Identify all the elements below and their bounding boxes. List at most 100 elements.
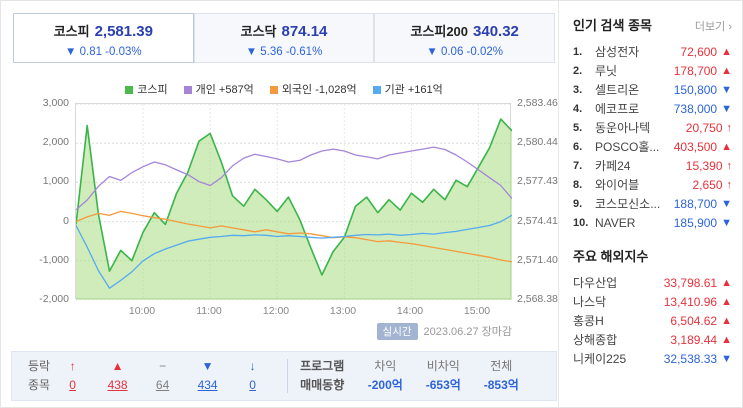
index-tabs: 코스피 2,581.39 ▼ 0.81 -0.03% 코스닥 874.14 ▼ 5.… [13,13,556,63]
stock-name-link[interactable]: POSCO홀... [595,140,660,154]
limit-down-count-link[interactable]: 0 [249,378,256,392]
popular-stock-row[interactable]: 6. POSCO홀... 403,500 ▲ [573,137,732,156]
change-arrow-icon: ▲ [721,314,732,327]
overseas-indices-list: 다우산업 33,798.61 ▲ 나스닥 13,410.96 ▲ 홍콩H 6,5… [573,273,732,368]
stock-price: 188,700 [673,196,718,211]
index-name-link[interactable]: 나스닥 [573,295,607,309]
total-header: 전체 [490,359,513,373]
legend-value: -1,028억 [315,84,357,96]
stock-price: 738,000 [673,101,718,116]
index-name: 코스닥 [240,24,277,39]
index-change: ▼ 5.36 -0.61% [245,46,323,58]
index-change: ▼ 0.81 -0.03% [65,46,142,58]
time-axis-tick: 12:00 [262,305,290,317]
left-axis-tick: -2,000 [39,293,69,305]
popular-stocks-header: 인기 검색 종목 더보기 › [573,15,732,34]
stock-price: 15,390 [685,158,723,173]
unchanged-column: − 64 [140,357,185,395]
arbitrage-header: 차익 [374,359,397,373]
declining-count-link[interactable]: 434 [197,378,218,392]
left-axis-tick: 0 [63,215,69,227]
rank-label: 5. [573,121,583,134]
advancing-count-link[interactable]: 438 [107,378,128,392]
stock-name-link[interactable]: NAVER [595,215,636,230]
individual-series-swatch-icon [183,86,192,94]
stock-name-link[interactable]: 코스모신소... [595,197,661,211]
intraday-chart-svg [76,104,512,300]
popular-stock-row[interactable]: 4. 에코프로 738,000 ▼ [573,99,732,118]
index-name-link[interactable]: 상해종합 [573,333,618,347]
change-arrow-icon: ↑ [726,178,733,191]
popular-stock-row[interactable]: 7. 카페24 15,390 ↑ [573,156,732,175]
stock-name-link[interactable]: 에코프로 [595,102,640,116]
stock-name-link[interactable]: 셀트리온 [595,83,640,97]
legend-label: 외국인 [281,84,313,96]
program-label-line1: 프로그램 [300,359,345,373]
popular-stock-row[interactable]: 1. 삼성전자 72,600 ▲ [573,42,732,61]
tab-title: 코스피 2,581.39 [53,23,153,40]
popular-stock-row[interactable]: 3. 셀트리온 150,800 ▼ [573,80,732,99]
change-arrow-icon: ▼ [721,83,732,96]
unchanged-count-link[interactable]: 64 [155,378,170,392]
stock-price: 150,800 [673,82,718,97]
index-value: 33,798.61 [663,275,718,290]
legend-label: 개인 [195,84,216,96]
program-total-column: 전체 -853억 [472,357,530,395]
updown-label: 등락 [28,359,51,373]
right-axis-tick: 2,568.38 [517,293,558,305]
right-axis-tick: 2,571.40 [517,254,558,266]
tab-kospi200[interactable]: 코스피200 340.32 ▼ 0.06 -0.02% [374,13,556,63]
total-value: -853억 [483,378,519,392]
index-name-link[interactable]: 다우산업 [573,276,618,290]
index-change: ▼ 0.06 -0.02% [426,46,503,58]
right-axis-tick: 2,574.41 [517,215,558,227]
stock-name-link[interactable]: 삼성전자 [595,45,640,59]
advancing-column: ▲ 438 [95,357,140,395]
overseas-index-row[interactable]: 니케이225 32,538.33 ▼ [573,349,732,368]
down-arrow-icon: ▼ [201,359,214,373]
overseas-index-row[interactable]: 다우산업 33,798.61 ▲ [573,273,732,292]
overseas-index-row[interactable]: 상해종합 3,189.44 ▲ [573,330,732,349]
tab-title: 코스피200 340.32 [410,23,518,40]
tab-kospi[interactable]: 코스피 2,581.39 ▼ 0.81 -0.03% [13,13,194,63]
change-arrow-icon: ▼ [721,216,732,229]
index-name-link[interactable]: 홍콩H [573,314,604,328]
stock-price: 403,500 [673,139,718,154]
stock-name-link[interactable]: 카페24 [595,159,631,173]
nonarbitrage-value: -653억 [425,378,461,392]
tab-kosdaq[interactable]: 코스닥 874.14 ▼ 5.36 -0.61% [193,13,375,63]
time-axis-tick: 13:00 [329,305,357,317]
sidebar: 인기 검색 종목 더보기 › 1. 삼성전자 72,600 ▲ 2. 루닛 17… [558,1,742,407]
market-stats-bar: 등락 종목 ↑ 0 ▲ 438 − 64 ▼ 434 ↓ 0 프로그램 매매동향 [11,351,557,401]
program-arbitrage-column: 차익 -200억 [356,357,414,395]
popular-stock-row[interactable]: 5. 동운아나텍 20,750 ↑ [573,118,732,137]
limit-down-column: ↓ 0 [230,357,275,395]
popular-stock-row[interactable]: 8. 와이어블 2,650 ↑ [573,175,732,194]
stock-name-link[interactable]: 와이어블 [595,178,640,192]
index-value: 6,504.62 [670,313,718,328]
stock-name-link[interactable]: 동운아나텍 [595,121,651,135]
legend-value: +161억 [407,84,443,96]
index-name: 코스피 [53,24,90,39]
more-link[interactable]: 더보기 › [694,21,732,33]
rank-label: 6. [573,140,583,153]
index-price: 2,581.39 [94,23,153,40]
right-axis-tick: 2,583.46 [517,97,558,109]
popular-stock-row[interactable]: 10. NAVER 185,900 ▼ [573,213,732,232]
legend-institution: 기관 +161억 [372,81,443,97]
popular-stock-row[interactable]: 2. 루닛 178,700 ▲ [573,61,732,80]
right-axis-tick: 2,580.44 [517,136,558,148]
legend-kospi: 코스피 [125,81,168,97]
change-arrow-icon: ▲ [721,333,732,346]
time-axis-tick: 14:00 [396,305,424,317]
stock-name-link[interactable]: 루닛 [595,64,618,78]
popular-stock-row[interactable]: 9. 코스모신소... 188,700 ▼ [573,194,732,213]
overseas-index-row[interactable]: 홍콩H 6,504.62 ▲ [573,311,732,330]
nonarbitrage-header: 비차익 [426,359,460,373]
limit-up-count-link[interactable]: 0 [69,378,76,392]
realtime-badge[interactable]: 실시간 [376,323,418,340]
index-name-link[interactable]: 니케이225 [573,352,627,366]
change-arrow-icon: ▲ [721,295,732,308]
program-trading-label: 프로그램 매매동향 [300,357,344,395]
overseas-index-row[interactable]: 나스닥 13,410.96 ▲ [573,292,732,311]
